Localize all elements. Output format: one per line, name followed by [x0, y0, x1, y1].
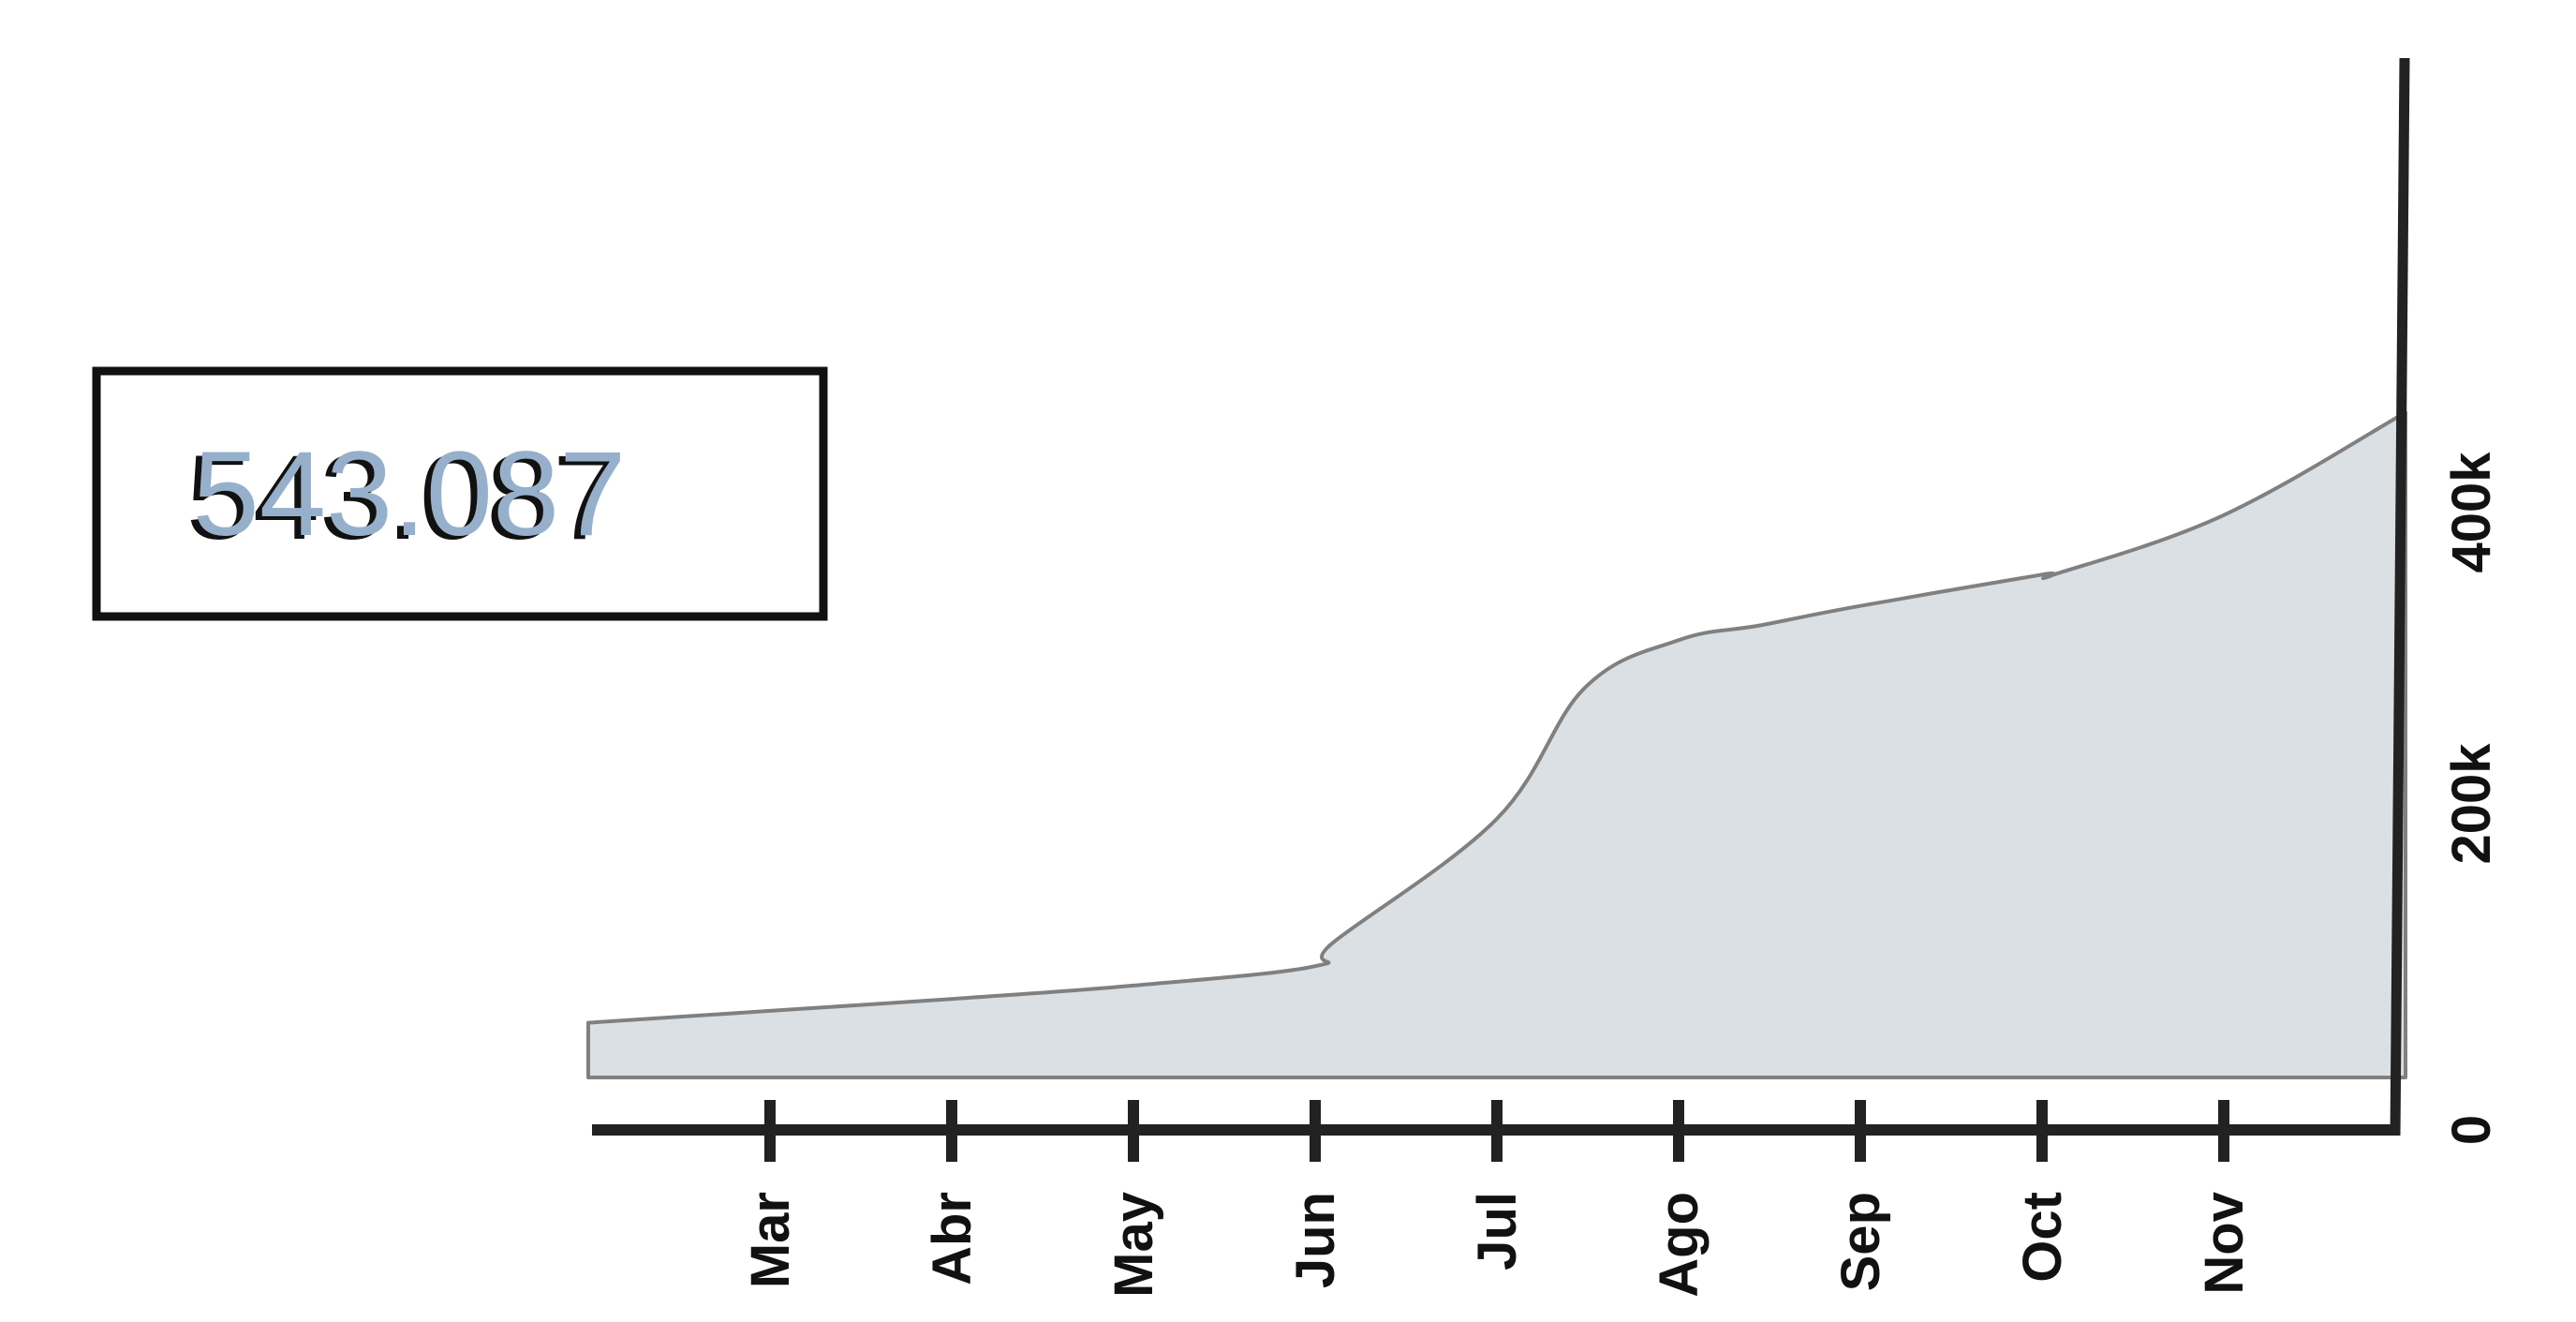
- x-tick-label: Abr: [922, 1192, 983, 1285]
- y-tick-label: 0: [2441, 1115, 2502, 1145]
- x-tick-label: Mar: [740, 1192, 801, 1288]
- plot-area: Mar Abr May Jun Jul Ago Sep Oct Nov 0 200k 400k: [586, 57, 2502, 1298]
- total-value-shadow: 543.087: [186, 431, 620, 565]
- y-tick-label: 200k: [2441, 743, 2502, 865]
- total-box: 543.087 543.087: [92, 366, 828, 621]
- y-axis-line: [2390, 57, 2410, 1136]
- total-box-frame: [92, 366, 828, 621]
- x-tick-label: Jul: [1467, 1192, 1528, 1270]
- x-tick-label: Nov: [2194, 1192, 2255, 1295]
- y-tick-label: 400k: [2441, 452, 2502, 573]
- x-tick-label: Sep: [1830, 1192, 1891, 1291]
- x-tick-label: Ago: [1649, 1192, 1710, 1298]
- x-tick-label: Jun: [1285, 1192, 1346, 1288]
- x-tick-label: May: [1103, 1192, 1164, 1298]
- total-value: 543.087: [193, 427, 627, 561]
- area-series: [586, 410, 2407, 1079]
- x-tick-label: Oct: [2012, 1192, 2073, 1283]
